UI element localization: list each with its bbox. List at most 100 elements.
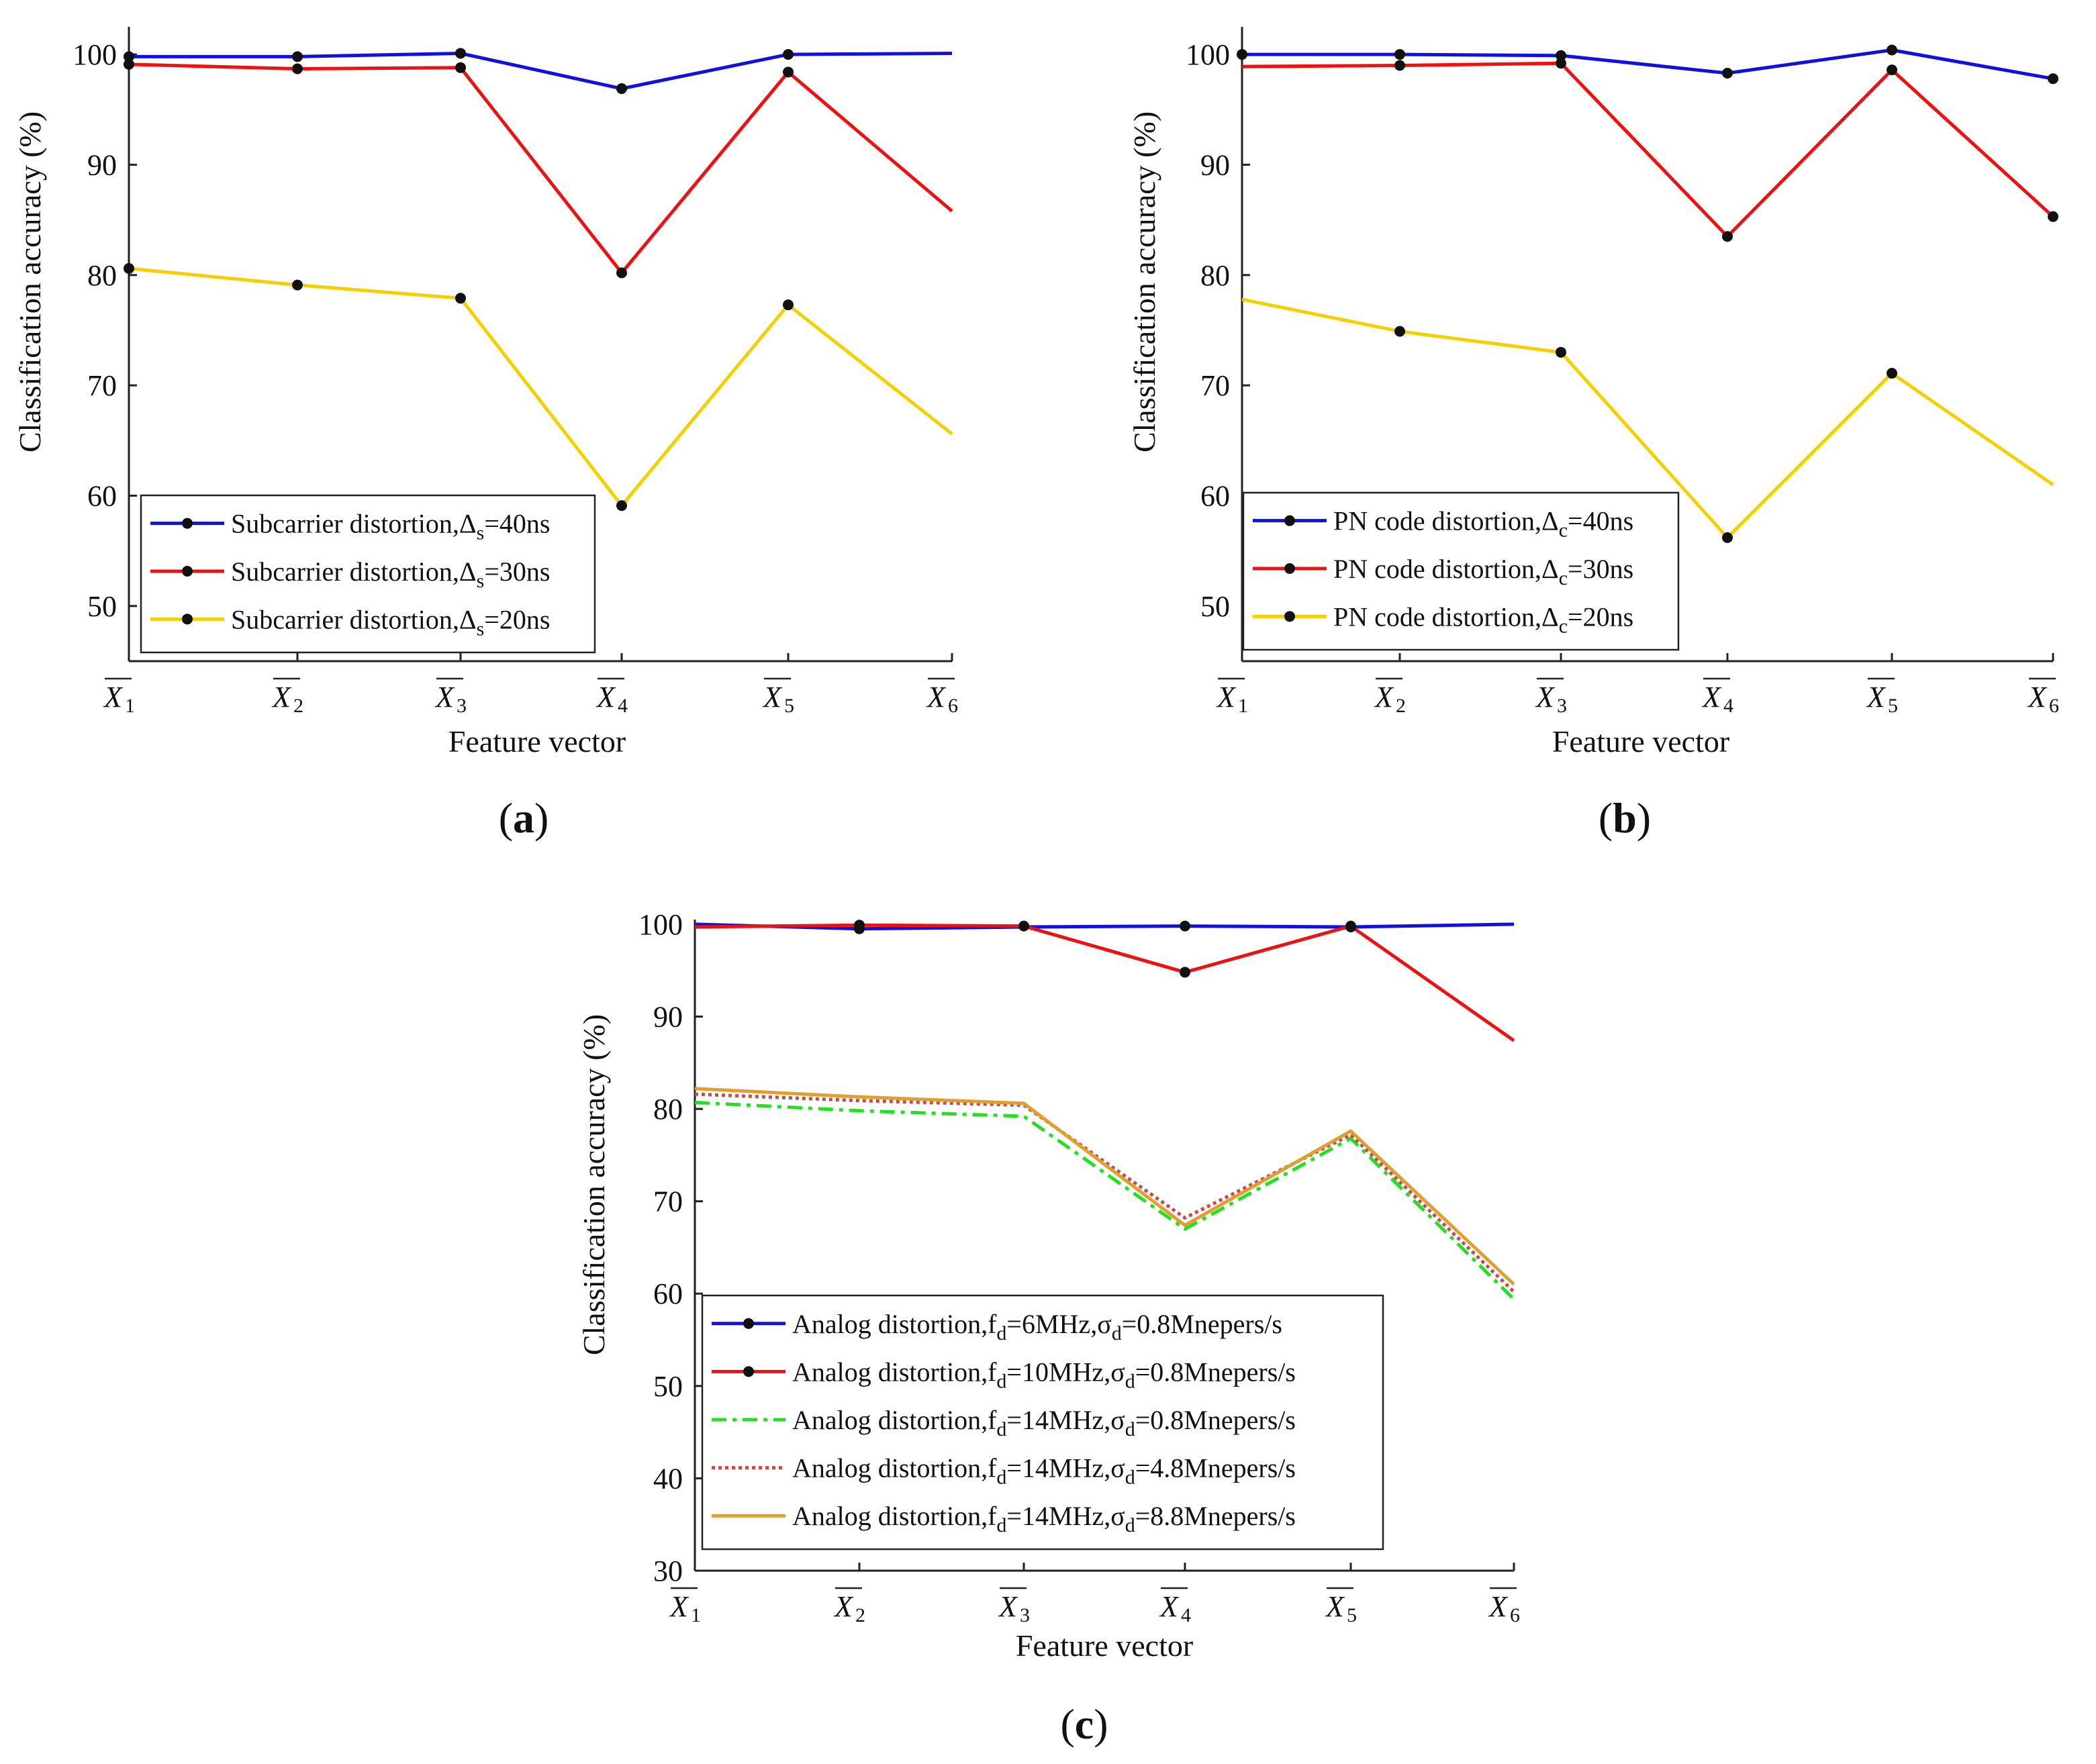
panel-letter: a (513, 794, 534, 842)
x-tick-var: X (596, 681, 616, 714)
legend-text-part: =0.8Mnepers/s (1122, 1309, 1282, 1339)
legend-text-part: =14MHz,σ (1006, 1501, 1125, 1531)
x-tick-sub: 5 (1888, 695, 1898, 717)
legend-sub: d (1125, 1467, 1135, 1489)
data-point (455, 48, 466, 59)
legend-text-part: =0.8Mnepers/s (1135, 1357, 1296, 1387)
y-tick-label: 80 (87, 259, 117, 292)
data-point (1394, 49, 1405, 60)
legend-sub: d (1125, 1418, 1135, 1440)
legend-sub: s (477, 570, 485, 592)
x-tick-var: X (926, 681, 947, 714)
x-tick-sub: 1 (1238, 695, 1248, 717)
legend-sub: d (996, 1467, 1006, 1489)
data-point (616, 83, 627, 95)
legend-text-part: Subcarrier distortion,Δ (231, 509, 477, 539)
x-tick-var: X (1701, 681, 1722, 714)
legend-text-part: =14MHz,σ (1006, 1405, 1125, 1435)
legend-text-part: Analog distortion,f (792, 1405, 997, 1435)
legend-marker (743, 1318, 754, 1329)
x-tick-sub: 2 (293, 695, 303, 717)
legend-entry: PN code distortion,Δc=40ns (1333, 506, 1633, 542)
y-axis-label: Classification accuracy (%) (13, 111, 47, 452)
x-axis-label: Feature vector (1552, 724, 1729, 758)
y-tick-label: 60 (653, 1277, 683, 1310)
legend-marker (1284, 563, 1295, 574)
y-tick-label: 60 (1200, 479, 1230, 512)
data-point (1345, 920, 1356, 932)
data-point (2048, 73, 2058, 85)
x-tick-sub: 6 (948, 695, 958, 717)
legend-sub: d (996, 1370, 1006, 1392)
legend-text-part: PN code distortion,Δ (1333, 554, 1559, 584)
legend-text-part: =20ns (1568, 601, 1633, 632)
x-tick-var: X (762, 681, 783, 714)
x-tick-sub: 5 (784, 695, 794, 717)
legend-text-part: =8.8Mnepers/s (1135, 1501, 1296, 1531)
panel-label: (b) (1599, 794, 1651, 842)
legend-sub: s (477, 618, 485, 640)
panel-paren: ) (534, 794, 549, 842)
data-point (2048, 211, 2058, 222)
x-tick-var: X (1535, 681, 1556, 714)
legend-box (140, 494, 596, 654)
data-point (616, 267, 627, 279)
y-axis-label: Classification accuracy (%) (1127, 111, 1161, 452)
legend-text-part: =0.8Mnepers/s (1135, 1405, 1296, 1435)
x-tick-var: X (434, 681, 455, 714)
x-tick-sub: 6 (2049, 695, 2059, 717)
y-tick-label: 80 (1200, 259, 1230, 292)
y-axis-label: Classification accuracy (%) (577, 1014, 611, 1355)
legend-entry: Subcarrier distortion,Δs=40ns (231, 509, 550, 544)
y-tick-label: 60 (87, 479, 117, 512)
y-tick-label: 70 (87, 369, 117, 402)
legend-text-part: =40ns (484, 509, 550, 539)
legend-text-part: =14MHz,σ (1006, 1453, 1125, 1483)
legend-entry: Analog distortion,fd=6MHz,σd=0.8Mnepers/… (792, 1309, 1282, 1344)
legend-sub: d (996, 1322, 1006, 1344)
y-tick-label: 70 (653, 1185, 683, 1218)
y-tick-label: 30 (653, 1555, 683, 1587)
legend-text-part: =4.8Mnepers/s (1135, 1453, 1296, 1483)
data-point (455, 62, 466, 73)
y-tick-label: 50 (87, 590, 117, 623)
x-axis-label: Feature vector (1016, 1628, 1193, 1663)
legend-entry: Subcarrier distortion,Δs=20ns (231, 604, 550, 640)
legend-text-part: Subcarrier distortion,Δ (231, 604, 477, 634)
legend-marker (182, 614, 193, 625)
series-line-1 (129, 51, 953, 91)
legend-sub: s (477, 522, 485, 544)
legend-marker (182, 566, 193, 577)
legend-sub: c (1559, 567, 1568, 589)
legend-box (701, 1294, 1384, 1551)
legend-sub: c (1559, 520, 1568, 542)
data-point (1722, 532, 1733, 543)
data-point (292, 279, 303, 291)
series-line-4 (694, 1092, 1515, 1293)
data-point (1018, 920, 1029, 932)
x-tick-sub: 5 (1347, 1604, 1357, 1626)
legend-sub: d (1125, 1514, 1135, 1536)
x-tick-sub: 4 (1723, 695, 1733, 717)
data-point (616, 500, 627, 511)
legend-text-part: Analog distortion,f (792, 1453, 997, 1483)
legend-text-part: PN code distortion,Δ (1333, 506, 1559, 536)
x-tick-sub: 3 (1020, 1604, 1030, 1626)
data-point (1722, 68, 1733, 79)
legend-text-part: Analog distortion,f (792, 1357, 997, 1387)
data-point (1180, 967, 1190, 978)
panel-paren: ) (1094, 1700, 1108, 1748)
series-line-5 (694, 1087, 1515, 1286)
x-tick-sub: 2 (855, 1604, 865, 1626)
legend-text-part: Analog distortion,f (792, 1309, 997, 1339)
data-point (854, 920, 865, 931)
y-tick-label: 90 (653, 1000, 683, 1033)
legend-text-part: =10MHz,σ (1006, 1357, 1125, 1387)
